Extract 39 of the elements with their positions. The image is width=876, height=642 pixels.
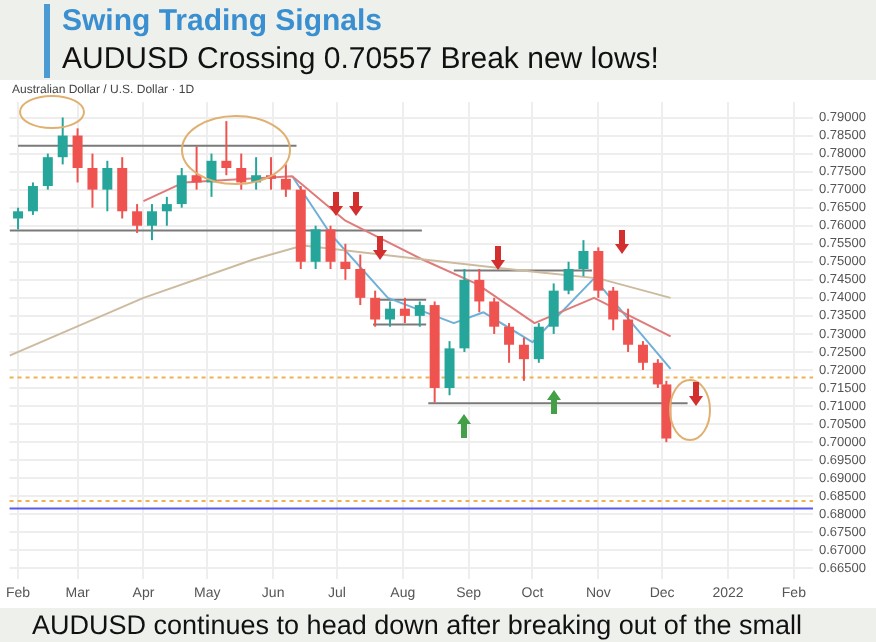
candlestick xyxy=(370,289,381,328)
candlestick xyxy=(102,159,113,213)
candlestick xyxy=(280,163,291,198)
candlestick xyxy=(221,120,232,177)
candlestick xyxy=(563,260,574,296)
candlestick xyxy=(161,195,172,227)
candlestick xyxy=(310,224,321,270)
candlestick xyxy=(13,206,24,231)
chart-title: Swing Trading Signals xyxy=(62,4,385,40)
candlestick xyxy=(27,181,38,216)
candlestick xyxy=(236,152,247,191)
candlestick xyxy=(414,300,425,328)
candlestick xyxy=(548,282,559,335)
candlestick xyxy=(637,340,648,371)
chart-subtitle: AUDUSD Crossing 0.70557 Break new lows! xyxy=(62,40,659,78)
candlestick xyxy=(474,268,485,314)
candlestick xyxy=(504,322,515,364)
text: AUDUSD continues to head down after breaking out of the small xyxy=(32,610,802,640)
candlestick xyxy=(42,152,53,191)
candlestick xyxy=(608,286,619,332)
candlestick xyxy=(57,116,68,166)
candlestick xyxy=(593,246,604,299)
candlestick xyxy=(117,156,128,220)
candlestick xyxy=(489,296,500,335)
candlestick xyxy=(533,322,544,364)
candlestick xyxy=(518,336,529,382)
candlestick xyxy=(325,224,336,270)
candlestick xyxy=(385,300,396,328)
candlestick xyxy=(176,167,187,209)
candlestick xyxy=(399,296,410,325)
candlestick xyxy=(578,239,589,278)
candlestick xyxy=(132,203,143,234)
candlestick xyxy=(72,127,83,184)
candlestick xyxy=(146,203,157,242)
candlestick xyxy=(623,307,634,353)
candlestick xyxy=(87,152,98,209)
candlestick xyxy=(340,242,351,281)
candlestick xyxy=(444,340,455,397)
candlestick xyxy=(355,253,366,307)
